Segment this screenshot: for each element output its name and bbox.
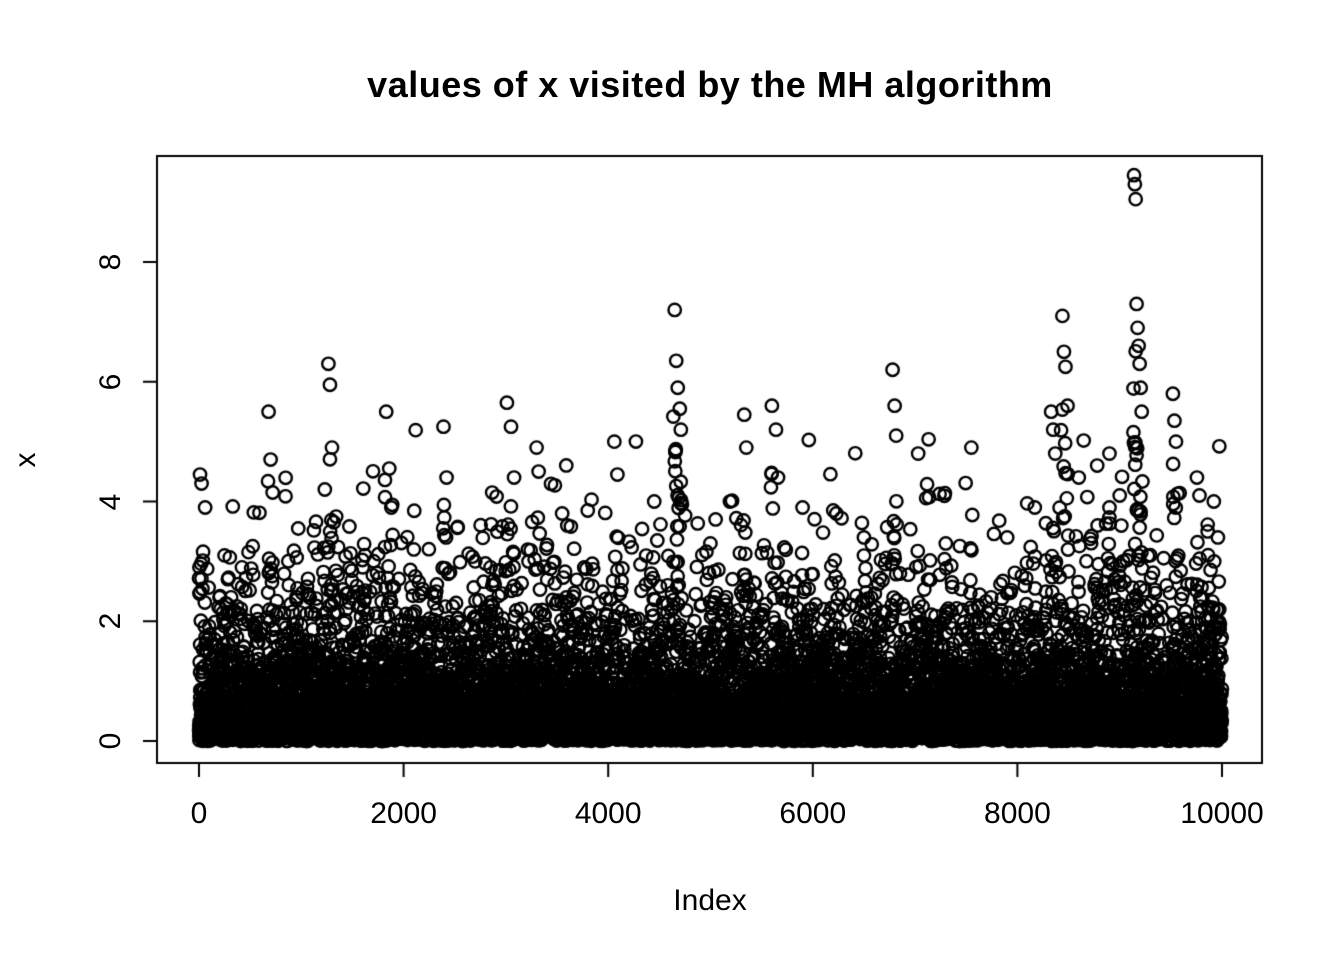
y-tick-label: 4 (94, 493, 127, 510)
x-tick-label: 4000 (574, 797, 642, 830)
x-tick-label: 8000 (984, 797, 1051, 830)
y-tick-label: 0 (94, 732, 127, 750)
x-axis-label: Index (673, 884, 747, 917)
y-tick-label: 8 (94, 253, 127, 271)
y-axis-label: x (9, 452, 42, 468)
y-tick-label: 2 (94, 612, 127, 630)
y-tick-label: 6 (94, 373, 127, 391)
plot-title: values of x visited by the MH algorithm (367, 64, 1053, 105)
x-tick-label: 10000 (1180, 797, 1264, 830)
x-tick-label: 6000 (779, 797, 847, 830)
x-tick-label: 2000 (370, 797, 437, 830)
x-tick-label: 0 (190, 797, 208, 830)
